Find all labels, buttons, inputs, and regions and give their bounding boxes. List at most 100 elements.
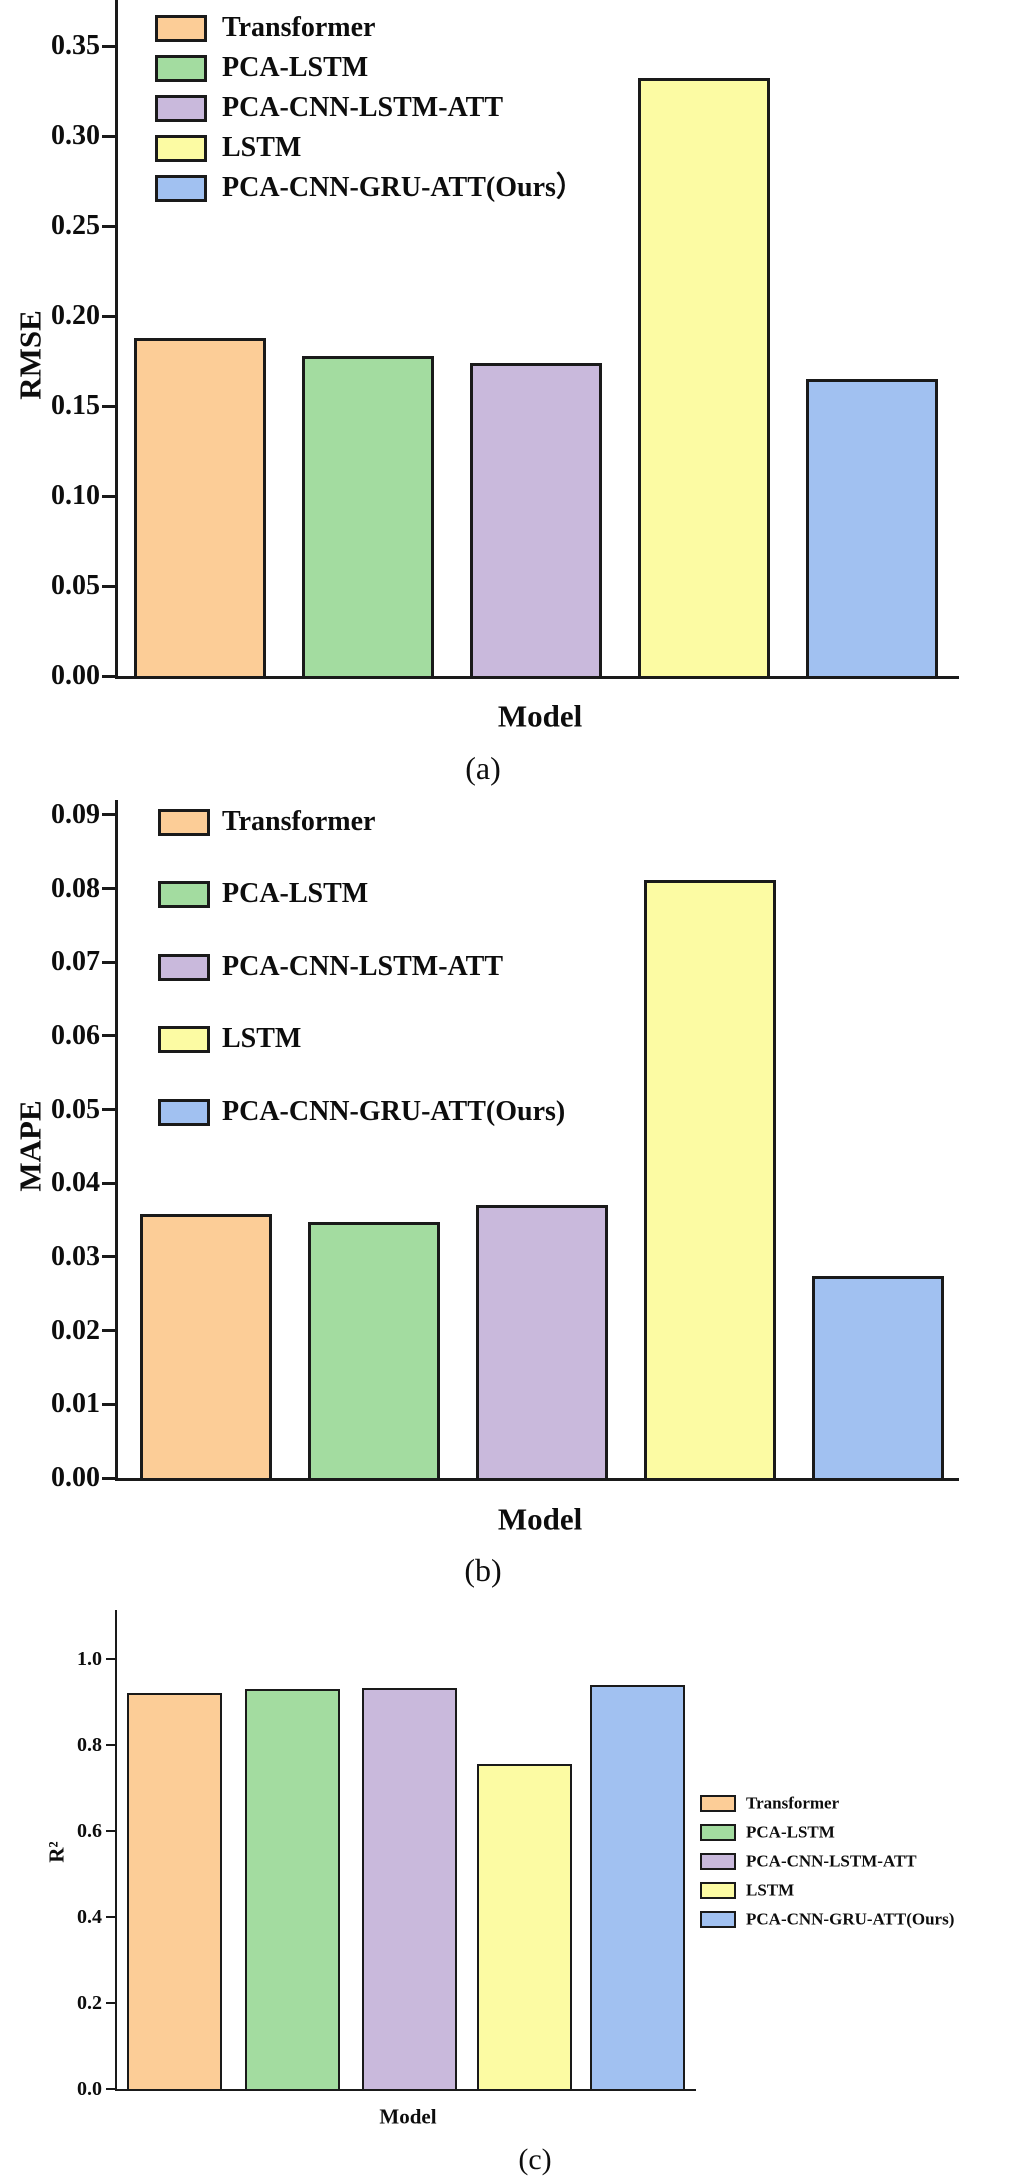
- chart-c-ytick-label-0.0: 0.0: [77, 2078, 102, 2100]
- chart-b-ytick-0.05: [102, 1108, 117, 1112]
- chart-b-ytick-0.04: [102, 1181, 117, 1185]
- chart-b-bar-transformer: [140, 1214, 272, 1481]
- chart-a-ytick-label-0.05: 0.05: [51, 570, 100, 601]
- chart-c-legend-label-pca-cnn-lstm-att: PCA-CNN-LSTM-ATT: [746, 1851, 917, 1871]
- chart-b-ytick-0.03: [102, 1255, 117, 1259]
- chart-b-y-axis: [115, 800, 118, 1481]
- chart-a-legend-swatch-lstm: [155, 134, 207, 162]
- chart-b-legend-label-transformer: Transformer: [222, 806, 376, 837]
- chart-a-ytick-label-0.35: 0.35: [51, 30, 100, 61]
- chart-b-ytick-label-0.09: 0.09: [51, 798, 100, 830]
- chart-b-ytick-label-0.07: 0.07: [51, 946, 100, 978]
- chart-c-bar-lstm: [477, 1764, 572, 2091]
- chart-a-bar-pca-lstm: [302, 356, 434, 679]
- chart-b-bar-pca-lstm: [308, 1222, 440, 1481]
- chart-c-legend-swatch-pca-cnn-gru-att-ours: [700, 1910, 736, 1928]
- chart-a-ytick-0.10: [102, 494, 117, 498]
- chart-c-legend-label-pca-cnn-gru-att-ours: PCA-CNN-GRU-ATT(Ours): [746, 1909, 955, 1929]
- chart-b-ytick-label-0.08: 0.08: [51, 872, 100, 904]
- chart-a-legend-label-pca-lstm: PCA-LSTM: [222, 52, 369, 83]
- chart-a-ytick-label-0.20: 0.20: [51, 300, 100, 331]
- chart-c-ytick-label-1.0: 1.0: [77, 1648, 102, 1670]
- chart-b-ytick-label-0.04: 0.04: [51, 1167, 100, 1199]
- chart-b-legend-swatch-pca-cnn-lstm-att: [158, 953, 210, 981]
- chart-c-legend-swatch-lstm: [700, 1881, 736, 1899]
- chart-c-bar-transformer: [127, 1693, 222, 2091]
- chart-c-ytick-0.2: [106, 2002, 116, 2004]
- chart-c-ytick-0.8: [106, 1744, 116, 1746]
- chart-a-ytick-label-0.25: 0.25: [51, 210, 100, 241]
- chart-b-caption: (b): [464, 1552, 502, 1588]
- chart-a-bar-transformer: [134, 338, 266, 679]
- chart-b-bar-pca-cnn-lstm-att: [476, 1205, 608, 1481]
- chart-a-legend-label-pca-cnn-lstm-att: PCA-CNN-LSTM-ATT: [222, 92, 504, 123]
- chart-c-y-axis-title: R²: [44, 1841, 69, 1863]
- chart-c-ytick-0.6: [106, 1830, 116, 1832]
- chart-c-legend-swatch-transformer: [700, 1794, 736, 1812]
- chart-c-y-axis: [115, 1610, 117, 2091]
- chart-a-bar-pca-cnn-lstm-att: [470, 363, 602, 679]
- chart-a-ytick-0.30: [102, 134, 117, 138]
- chart-c-bar-pca-cnn-gru-att-ours: [590, 1685, 685, 2091]
- chart-a-legend-swatch-transformer: [155, 14, 207, 42]
- chart-b-legend-label-pca-cnn-lstm-att: PCA-CNN-LSTM-ATT: [222, 951, 504, 982]
- chart-c-ytick-0.0: [106, 2088, 116, 2090]
- chart-a-legend-label-transformer: Transformer: [222, 12, 376, 43]
- chart-b-ytick-0.00: [102, 1476, 117, 1480]
- chart-a-ytick-0.20: [102, 314, 117, 318]
- chart-b-ytick-0.02: [102, 1329, 117, 1333]
- chart-a-ytick-0.05: [102, 584, 117, 588]
- chart-b-legend-label-pca-lstm: PCA-LSTM: [222, 878, 369, 909]
- chart-b-ytick-0.09: [102, 813, 117, 817]
- chart-b-x-axis-title: Model: [497, 1501, 583, 1537]
- chart-a-ytick-0.35: [102, 44, 117, 48]
- chart-c-legend-label-pca-lstm: PCA-LSTM: [746, 1822, 835, 1842]
- chart-b-ytick-0.07: [102, 960, 117, 964]
- chart-a-legend-swatch-pca-lstm: [155, 54, 207, 82]
- chart-c-ytick-0.4: [106, 1916, 116, 1918]
- chart-a-x-axis-title: Model: [497, 698, 583, 734]
- chart-b-legend-swatch-lstm: [158, 1025, 210, 1053]
- chart-a-bar-lstm: [638, 78, 770, 679]
- chart-a-ytick-label-0.30: 0.30: [51, 120, 100, 151]
- chart-b-ytick-label-0.06: 0.06: [51, 1019, 100, 1051]
- chart-a-ytick-0.15: [102, 404, 117, 408]
- chart-a-legend-swatch-pca-cnn-gru-att-ours: [155, 174, 207, 202]
- chart-c-ytick-label-0.8: 0.8: [77, 1734, 102, 1756]
- chart-b-ytick-0.08: [102, 887, 117, 891]
- chart-b-ytick-0.01: [102, 1402, 117, 1406]
- chart-b-legend-swatch-pca-cnn-gru-att-ours: [158, 1098, 210, 1126]
- chart-b-ytick-label-0.03: 0.03: [51, 1240, 100, 1272]
- chart-a-y-axis: [115, 0, 118, 679]
- chart-a-ytick-0.25: [102, 224, 117, 228]
- chart-c-legend-swatch-pca-lstm: [700, 1823, 736, 1841]
- chart-a-ytick-label-0.00: 0.00: [51, 660, 100, 691]
- chart-c-ytick-label-0.2: 0.2: [77, 1992, 102, 2014]
- chart-b-legend-swatch-pca-lstm: [158, 880, 210, 908]
- chart-b-ytick-label-0.02: 0.02: [51, 1314, 100, 1346]
- chart-a-ytick-0.00: [102, 674, 117, 678]
- chart-b-legend-swatch-transformer: [158, 808, 210, 836]
- chart-a-legend-label-pca-cnn-gru-att-ours: PCA-CNN-GRU-ATT(Ours）: [222, 172, 584, 203]
- chart-b-ytick-label-0.05: 0.05: [51, 1093, 100, 1125]
- chart-c-caption: (c): [518, 2143, 552, 2176]
- chart-b-ytick-0.06: [102, 1034, 117, 1038]
- chart-b-ytick-label-0.00: 0.00: [51, 1462, 100, 1493]
- chart-a-legend-swatch-pca-cnn-lstm-att: [155, 94, 207, 122]
- chart-c-ytick-1.0: [106, 1658, 116, 1660]
- chart-b-ytick-label-0.01: 0.01: [51, 1388, 100, 1420]
- chart-a-ytick-label-0.15: 0.15: [51, 390, 100, 421]
- chart-c-legend-label-transformer: Transformer: [746, 1793, 840, 1813]
- chart-b-bar-pca-cnn-gru-att-ours: [812, 1276, 944, 1481]
- chart-c-legend-swatch-pca-cnn-lstm-att: [700, 1852, 736, 1870]
- chart-b-legend-label-pca-cnn-gru-att-ours: PCA-CNN-GRU-ATT(Ours): [222, 1096, 566, 1127]
- chart-b-legend-label-lstm: LSTM: [222, 1023, 302, 1054]
- chart-c-bar-pca-cnn-lstm-att: [362, 1688, 457, 2091]
- chart-c-bar-pca-lstm: [245, 1689, 340, 2091]
- chart-c-ytick-label-0.4: 0.4: [77, 1906, 102, 1928]
- chart-a-legend-label-lstm: LSTM: [222, 132, 302, 163]
- chart-a-caption: (a): [465, 750, 501, 786]
- chart-c-x-axis-title: Model: [379, 2104, 437, 2129]
- chart-a-ytick-label-0.10: 0.10: [51, 480, 100, 511]
